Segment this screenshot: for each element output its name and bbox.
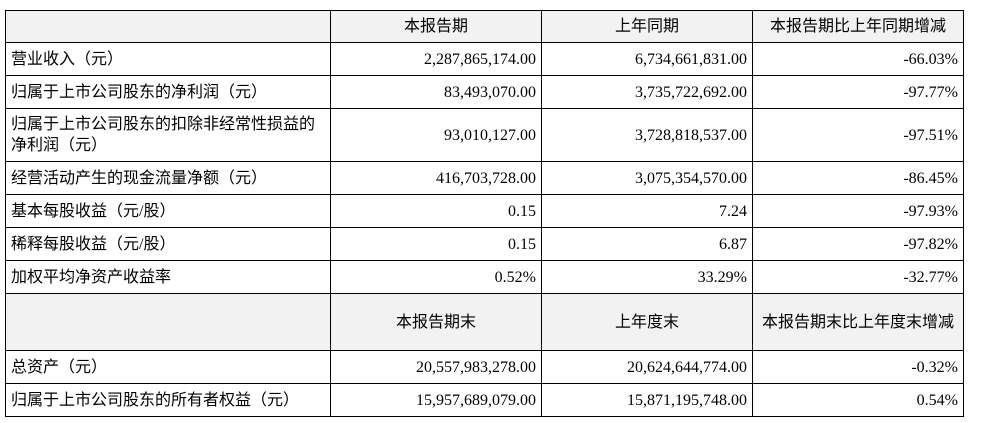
value-cell: 83,493,070.00 (330, 75, 542, 109)
value-cell: 0.15 (330, 227, 542, 261)
data-row: 基本每股收益（元/股） 0.15 7.24 -97.93% (5, 194, 964, 228)
header-cell (5, 293, 331, 351)
data-row: 归属于上市公司股东的扣除非经常性损益的净利润（元） 93,010,127.00 3,… (5, 108, 964, 162)
data-row: 营业收入（元） 2,287,865,174.00 6,734,661,831.00-… (5, 42, 964, 76)
label-cell: 归属于上市公司股东的所有者权益（元） (5, 383, 331, 417)
header-row: 本报告期末 上年度末 本报告期末比上年度末增减 (5, 293, 964, 351)
value-cell: -32.77% (752, 260, 964, 294)
label-cell: 总资产（元） (5, 350, 331, 384)
value-cell: 33.29% (541, 260, 753, 294)
value-cell: -97.93% (752, 194, 964, 228)
header-cell (5, 10, 331, 43)
header-cell: 上年同期 (541, 10, 753, 43)
header-row: 本报告期 上年同期 本报告期比上年同期增减 (5, 10, 964, 43)
value-cell: 416,703,728.00 (330, 161, 542, 195)
data-row: 经营活动产生的现金流量净额（元） 416,703,728.00 3,075,354,… (5, 161, 964, 195)
value-cell: -66.03% (752, 42, 964, 76)
label-cell: 加权平均净资产收益率 (5, 260, 331, 294)
table-body: 本报告期 上年同期 本报告期比上年同期增减 营业收入（元） 2,287,865,174.… (5, 10, 964, 417)
value-cell: 0.52% (330, 260, 542, 294)
label-cell: 归属于上市公司股东的扣除非经常性损益的净利润（元） (5, 108, 331, 162)
data-row: 归属于上市公司股东的所有者权益（元） 15,957,689,079.00 15,87… (5, 383, 964, 417)
label-cell: 归属于上市公司股东的净利润（元） (5, 75, 331, 109)
label-cell: 营业收入（元） (5, 42, 331, 76)
header-cell: 本报告期比上年同期增减 (752, 10, 964, 43)
value-cell: 3,075,354,570.00 (541, 161, 753, 195)
header-cell: 本报告期末比上年度末增减 (752, 293, 964, 351)
value-cell: 6,734,661,831.00 (541, 42, 753, 76)
value-cell: -97.77% (752, 75, 964, 109)
value-cell: 0.54% (752, 383, 964, 417)
value-cell: 7.24 (541, 194, 753, 228)
data-row: 稀释每股收益（元/股） 0.15 6.87 -97.82% (5, 227, 964, 261)
value-cell: 3,728,818,537.00 (541, 108, 753, 162)
value-cell: -97.82% (752, 227, 964, 261)
data-row: 总资产（元） 20,557,983,278.00 20,624,644,774.00… (5, 350, 964, 384)
value-cell: 20,624,644,774.00 (541, 350, 753, 384)
value-cell: -86.45% (752, 161, 964, 195)
value-cell: 93,010,127.00 (330, 108, 542, 162)
value-cell: -97.51% (752, 108, 964, 162)
header-cell: 本报告期 (330, 10, 542, 43)
label-cell: 基本每股收益（元/股） (5, 194, 331, 228)
data-row: 加权平均净资产收益率 0.52% 33.29% -32.77% (5, 260, 964, 294)
value-cell: 15,871,195,748.00 (541, 383, 753, 417)
value-cell: 20,557,983,278.00 (330, 350, 542, 384)
label-cell: 经营活动产生的现金流量净额（元） (5, 161, 331, 195)
value-cell: 2,287,865,174.00 (330, 42, 542, 76)
header-cell: 本报告期末 (330, 293, 542, 351)
header-cell: 上年度末 (541, 293, 753, 351)
value-cell: 3,735,722,692.00 (541, 75, 753, 109)
value-cell: 0.15 (330, 194, 542, 228)
value-cell: 15,957,689,079.00 (330, 383, 542, 417)
label-cell: 稀释每股收益（元/股） (5, 227, 331, 261)
value-cell: 6.87 (541, 227, 753, 261)
data-row: 归属于上市公司股东的净利润（元） 83,493,070.00 3,735,722,6… (5, 75, 964, 109)
value-cell: -0.32% (752, 350, 964, 384)
data-table: 本报告期 上年同期 本报告期比上年同期增减 营业收入（元） 2,287,865,174.… (5, 10, 964, 417)
